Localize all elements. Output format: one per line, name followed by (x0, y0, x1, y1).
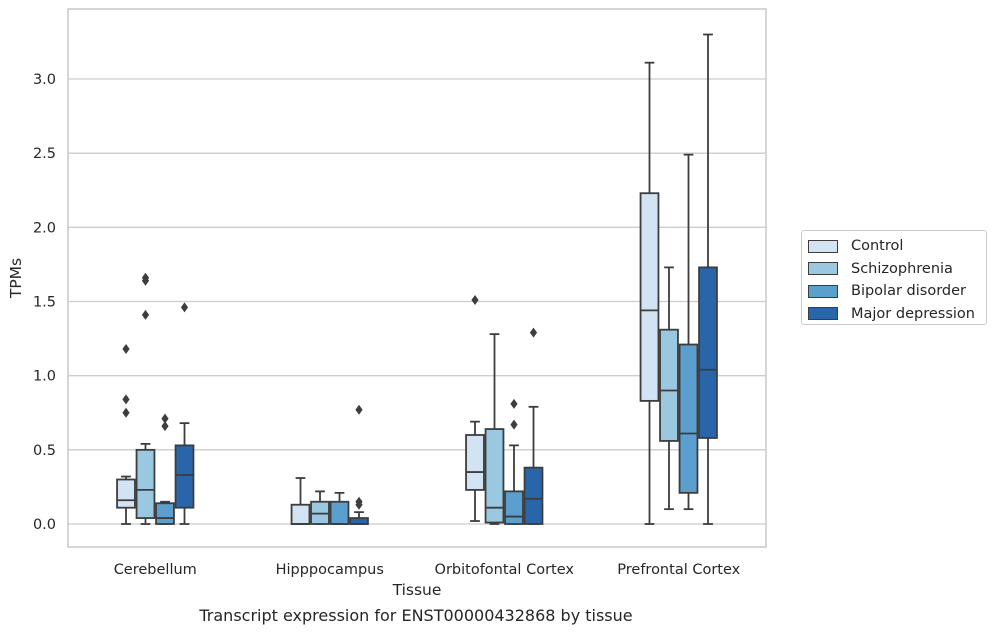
box (659, 328, 679, 442)
outlier-point (529, 327, 538, 338)
x-axis-title: Tissue (392, 581, 442, 599)
legend-label-schizophrenia: Schizophrenia (851, 260, 953, 277)
box (329, 500, 350, 525)
y-axis-title: TPMs (7, 258, 25, 299)
outlier-point (122, 343, 130, 354)
legend-swatch-control (808, 239, 838, 253)
plot-frame (67, 8, 767, 548)
legend-item-control: Control (808, 235, 986, 258)
legend-item-major-depression: Major depression (808, 303, 986, 326)
y-tick-label: 0.5 (33, 443, 56, 459)
box (174, 444, 195, 509)
box-group (659, 266, 679, 511)
legend-label-major-depression: Major depression (851, 305, 975, 322)
outlier-point (355, 404, 363, 415)
outlier-point (510, 419, 518, 430)
outlier-point (122, 394, 130, 405)
box-group (349, 404, 369, 525)
outlier-point (161, 421, 169, 432)
outlier-point (122, 407, 130, 418)
box (698, 266, 718, 439)
x-tick-label: Hipppocampus (276, 562, 384, 578)
box-group (504, 398, 524, 525)
legend-swatch-major-depression (808, 307, 838, 321)
y-tick-label: 1.5 (33, 295, 56, 311)
box-group (484, 333, 505, 525)
box (639, 192, 660, 402)
box-group (174, 302, 195, 525)
box (155, 502, 175, 525)
outlier-point (510, 398, 518, 409)
legend-item-bipolar-disorder: Bipolar disorder (808, 280, 986, 303)
box (504, 490, 524, 525)
box-group (329, 491, 350, 525)
box-group (639, 61, 660, 525)
box (116, 478, 136, 509)
box (135, 448, 156, 519)
x-tick-label: Orbitofontal Cortex (435, 562, 575, 578)
legend-item-schizophrenia: Schizophrenia (808, 258, 986, 281)
legend-label-control: Control (851, 238, 904, 255)
box-group (116, 343, 136, 525)
y-tick-label: 3.0 (33, 72, 56, 88)
legend: Control Schizophrenia Bipolar disorder M… (801, 230, 987, 325)
box-group (310, 490, 330, 525)
tick-labels: 0.0 0.5 1.0 1.5 2.0 2.5 3.0 Cerebellum Hipppocam… (33, 72, 741, 578)
x-tick-label: Prefrontal Cortex (617, 562, 740, 578)
box-group (523, 327, 544, 525)
outlier-point (355, 499, 363, 510)
x-tick-label: Cerebellum (114, 562, 197, 578)
box-group (465, 295, 485, 522)
legend-label-bipolar-disorder: Bipolar disorder (851, 283, 966, 300)
box-group (155, 413, 175, 525)
box (523, 466, 544, 525)
boxes (116, 33, 718, 525)
box-group (290, 477, 311, 525)
outlier-point (471, 295, 479, 306)
box (484, 428, 505, 524)
outlier-point (161, 413, 169, 424)
box (678, 343, 699, 494)
box (290, 503, 311, 525)
gridlines (68, 78, 766, 525)
y-tick-label: 1.0 (33, 369, 56, 385)
box-group (698, 33, 718, 525)
outlier-point (180, 302, 189, 313)
y-tick-label: 2.0 (33, 220, 56, 236)
legend-swatch-schizophrenia (808, 262, 838, 276)
box (465, 434, 485, 491)
outlier-point (141, 309, 150, 320)
chart-title: Transcript expression for ENST0000043286… (199, 606, 633, 625)
legend-swatch-bipolar-disorder (808, 284, 838, 298)
box-group (135, 272, 156, 525)
outlier-point (141, 275, 150, 286)
y-tick-label: 0.0 (33, 517, 56, 533)
box-group (678, 153, 699, 511)
y-tick-label: 2.5 (33, 146, 56, 162)
